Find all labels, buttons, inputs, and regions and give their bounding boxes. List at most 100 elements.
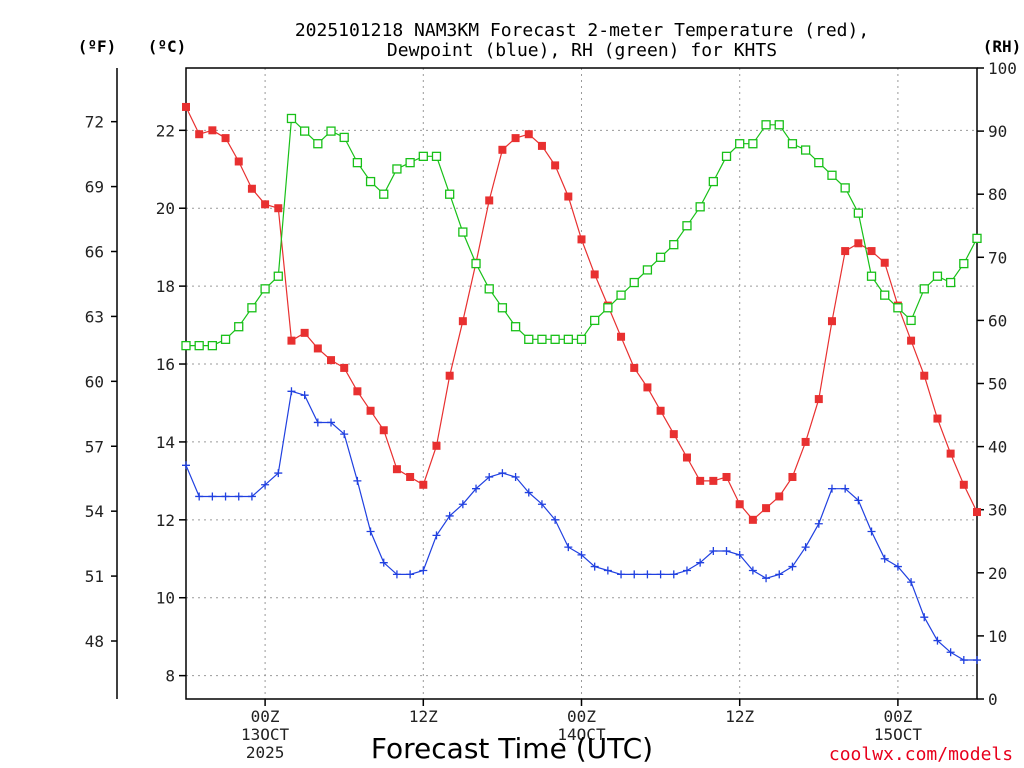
rh-point <box>959 258 969 269</box>
rh-point <box>972 233 982 244</box>
rh-point <box>352 157 363 168</box>
2-meter-temperature-point <box>801 437 810 446</box>
2-meter-temperature-point <box>775 492 784 501</box>
rh-point <box>880 290 890 300</box>
x-tick-label: 15OCT <box>874 725 923 744</box>
2-meter-temperature-point <box>511 134 520 143</box>
rh-point <box>682 221 692 231</box>
dewpoint-point <box>247 492 256 501</box>
2-meter-temperature-point <box>313 344 322 353</box>
dewpoint-point <box>603 566 612 575</box>
dewpoint-point <box>590 562 599 571</box>
dewpoint-point <box>472 484 481 493</box>
rh-point <box>405 157 415 168</box>
dewpoint-point <box>893 562 902 571</box>
rh-point <box>431 151 442 161</box>
dewpoint-point <box>775 570 784 579</box>
rh-point <box>603 303 613 313</box>
dewpoint-point <box>261 480 270 489</box>
plot-frame <box>185 67 978 700</box>
fahrenheit-tick-label: 54 <box>85 502 104 521</box>
2-meter-temperature-point <box>682 453 691 462</box>
dewpoint-point <box>419 566 428 575</box>
rh-point <box>906 315 916 326</box>
fahrenheit-tick-label: 63 <box>85 307 104 326</box>
2-meter-temperature-point <box>221 134 230 143</box>
dewpoint-point <box>735 550 744 559</box>
rh-point <box>669 240 679 250</box>
dewpoint-point <box>880 554 889 563</box>
dewpoint-point <box>841 484 850 493</box>
fahrenheit-tick-label: 60 <box>85 372 104 391</box>
dewpoint-point <box>406 570 415 579</box>
dewpoint-point <box>392 570 401 579</box>
dewpoint-point <box>511 472 520 481</box>
rh-tick-label: 70 <box>988 248 1007 267</box>
dewpoint-point <box>854 496 863 505</box>
2-meter-temperature-point <box>880 258 889 267</box>
dewpoint-point <box>722 546 731 555</box>
rh-point <box>484 284 494 294</box>
rh-point <box>550 334 560 344</box>
2-meter-temperature-point <box>432 441 441 450</box>
dewpoint-point <box>274 469 283 478</box>
rh-point <box>735 139 745 149</box>
dewpoint-point <box>551 515 560 524</box>
rh-tick-label: 90 <box>988 122 1007 141</box>
dewpoint-point <box>814 519 823 528</box>
2-meter-temperature-point <box>327 356 336 365</box>
celsius-tick-label: 18 <box>156 277 175 296</box>
dewpoint-point <box>617 570 626 579</box>
fahrenheit-tick-label: 51 <box>85 567 104 586</box>
2-meter-temperature-point <box>406 472 415 481</box>
dewpoint-point <box>300 391 309 400</box>
2-meter-temperature-point <box>419 480 428 489</box>
2-meter-temperature-point <box>564 192 573 201</box>
rh-point <box>629 277 639 288</box>
2-meter-temperature-point <box>617 332 626 341</box>
dewpoint-point <box>907 578 916 587</box>
2-meter-temperature-point <box>340 363 349 372</box>
rh-point <box>866 271 877 281</box>
rh-point <box>194 340 204 351</box>
2-meter-temperature-point <box>182 102 190 111</box>
chart-title-line-2: Dewpoint (blue), RH (green) for KHTS <box>387 40 777 61</box>
2-meter-temperature-point <box>195 130 204 139</box>
rh-point <box>576 334 587 344</box>
rh-point <box>563 334 573 344</box>
dewpoint-point <box>221 492 230 501</box>
2-meter-temperature-line <box>185 106 978 521</box>
rh-point <box>840 183 850 193</box>
2-meter-temperature-point <box>722 472 731 481</box>
2-meter-temperature-point <box>274 204 283 213</box>
dewpoint-point <box>313 418 322 427</box>
dewpoint-point <box>287 387 296 396</box>
dewpoint-point <box>867 527 876 536</box>
2-meter-temperature-point <box>537 141 546 150</box>
credit-link[interactable]: coolwx.com/models <box>829 744 1013 765</box>
dewpoint-point <box>564 543 573 552</box>
rh-point <box>471 258 481 269</box>
2-meter-temperature-point <box>379 426 388 435</box>
fahrenheit-tick-label: 72 <box>85 113 104 132</box>
celsius-tick-label: 20 <box>156 199 175 218</box>
x-tick-label: 2025 <box>246 743 285 762</box>
2-meter-temperature-point <box>735 500 744 509</box>
celsius-tick-label: 14 <box>156 433 175 452</box>
celsius-tick-label: 10 <box>156 589 175 608</box>
2-meter-temperature-point <box>208 126 217 135</box>
2-meter-temperature-point <box>261 200 270 209</box>
dewpoint-point <box>748 566 757 575</box>
rh-tick-label: 100 <box>988 59 1017 78</box>
dewpoint-point <box>801 543 810 552</box>
dewpoint-point <box>340 430 349 439</box>
2-meter-temperature-point <box>630 363 639 372</box>
dewpoint-point <box>959 656 968 665</box>
x-tick-label: 14OCT <box>557 725 606 744</box>
2-meter-temperature-point <box>577 235 586 244</box>
rh-tick-label: 10 <box>988 627 1007 646</box>
rh-point <box>616 290 626 300</box>
2-meter-temperature-point <box>656 406 665 415</box>
rh-point <box>708 176 718 187</box>
